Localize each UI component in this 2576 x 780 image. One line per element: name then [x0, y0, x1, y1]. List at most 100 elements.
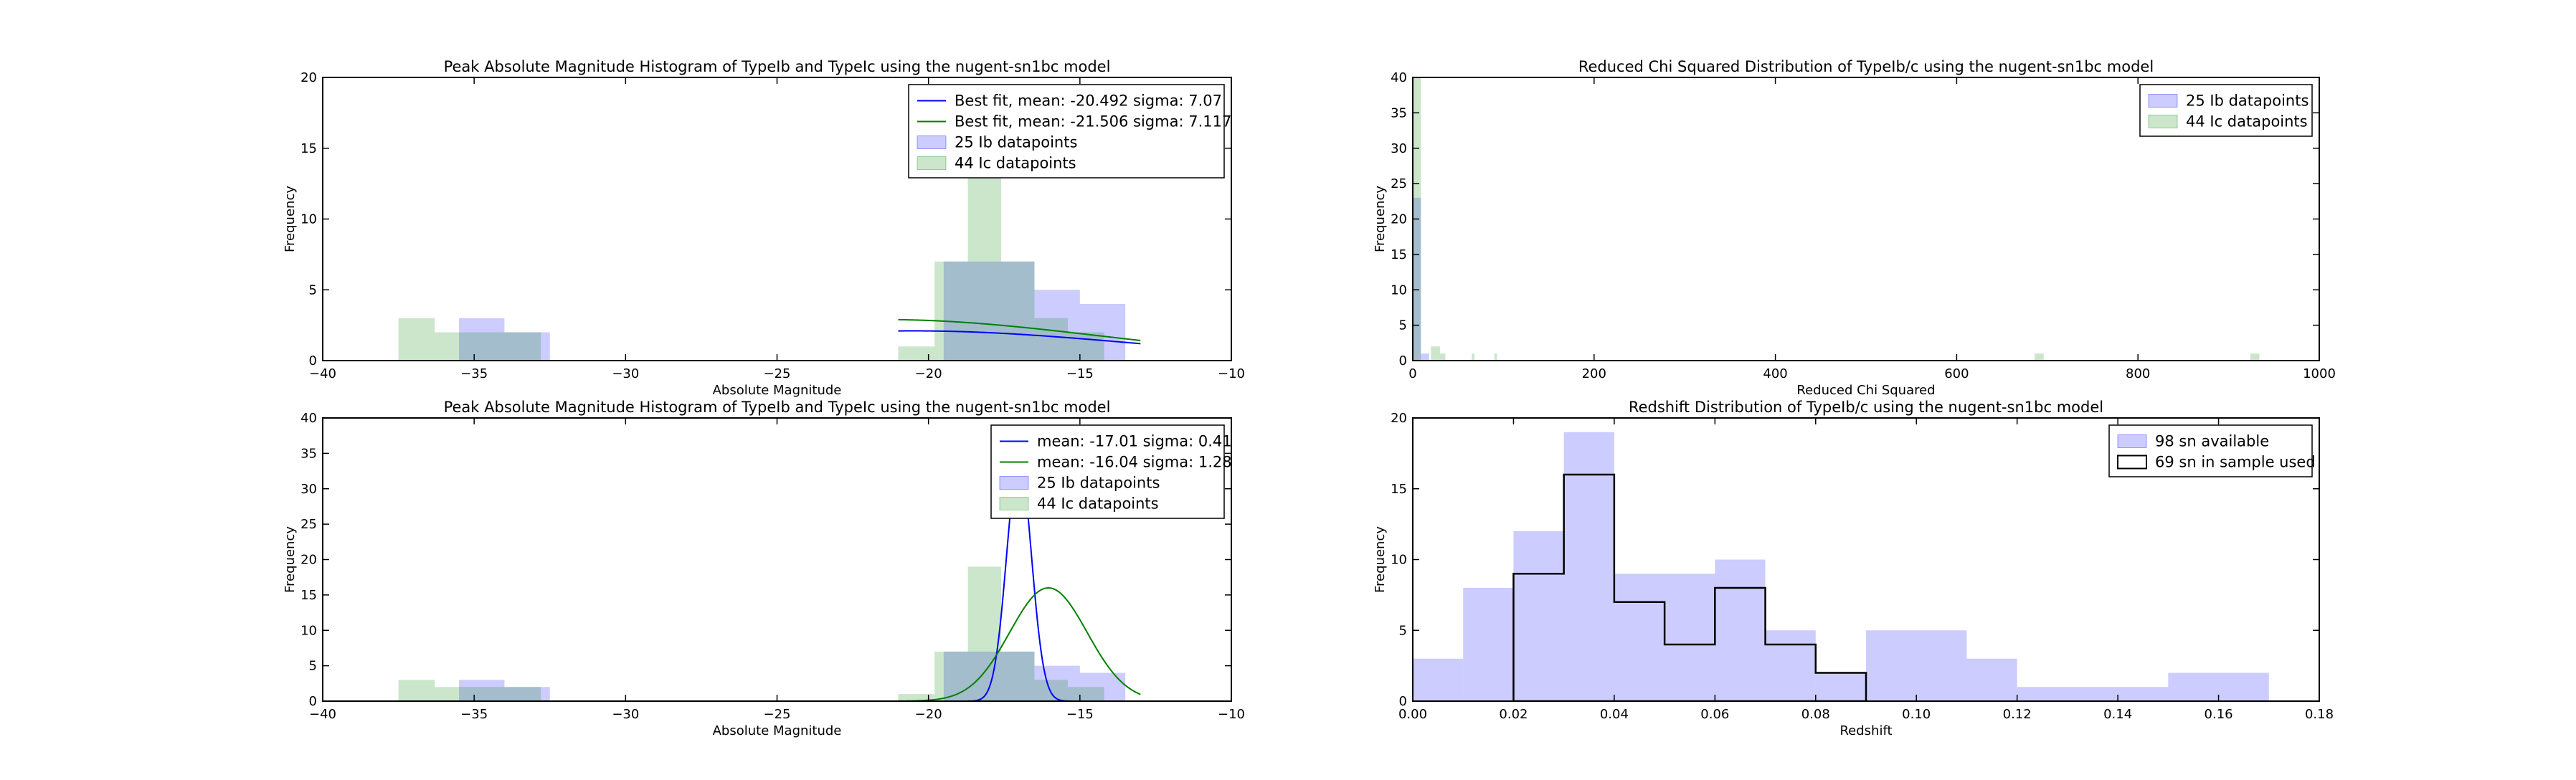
legend-entry-label: 69 sn in sample used	[2155, 454, 2316, 471]
step-histogram	[1512, 473, 1867, 701]
x-tick-label: −30	[612, 707, 639, 722]
gaussian-fit-line	[898, 586, 1141, 701]
legend-patch-swatch	[2117, 455, 2147, 470]
histogram-bar	[967, 566, 1002, 701]
y-tick-label: 15	[1391, 247, 1407, 262]
x-tick-label: 1000	[2303, 366, 2336, 381]
y-tick-label: 10	[1391, 553, 1407, 568]
x-tick-label: 400	[1763, 366, 1787, 381]
histogram-bar	[1463, 588, 1514, 701]
x-tick-label: −30	[612, 366, 639, 381]
legend-box	[990, 424, 1225, 519]
y-tick-label: 25	[1391, 176, 1407, 191]
histogram-bar	[435, 332, 468, 361]
histogram-bar	[1001, 261, 1035, 361]
x-tick-label: 200	[1582, 366, 1606, 381]
x-tick-label: −20	[915, 707, 942, 722]
legend-patch-swatch	[917, 135, 947, 149]
chart-panel-4: 0.00 0.02 0.04 0.06 0.08 0.10 0.12 0.14 0.16 0.18…	[1373, 399, 2334, 738]
x-tick-label: −25	[764, 707, 791, 722]
histogram-bar	[1765, 630, 1816, 701]
legend-entry-label: 25 Ib datapoints	[2186, 92, 2309, 110]
x-tick-label: 0.08	[1801, 707, 1830, 722]
legend: 25 Ib datapoints 44 Ic datapoints	[2139, 84, 2313, 137]
legend-patch-swatch	[999, 476, 1029, 490]
x-tick-label: 0.04	[1600, 707, 1629, 722]
histogram-bar	[1431, 346, 1440, 361]
y-axis-label: Frequency	[283, 186, 298, 252]
x-axis-label: Reduced Chi Squared	[1796, 383, 1935, 398]
x-tick-label: −15	[1066, 707, 1094, 722]
histogram-bar	[989, 651, 1035, 701]
x-tick-label: 0.16	[2205, 707, 2233, 722]
histogram-bar	[934, 651, 968, 701]
y-tick-label: 0	[1399, 694, 1407, 709]
histogram-bar	[1001, 651, 1035, 701]
legend: Best fit, mean: -20.492 sigma: 7.07 Best …	[908, 84, 1231, 179]
x-tick-label: 0.12	[2003, 707, 2032, 722]
histogram-bar	[459, 318, 505, 361]
histogram-bar	[504, 332, 541, 361]
histogram-bar	[1079, 304, 1126, 361]
y-tick-label: 5	[309, 659, 317, 674]
legend: 98 sn available 69 sn in sample used	[2108, 424, 2316, 477]
y-tick-label: 35	[300, 446, 317, 461]
y-tick-label: 20	[300, 70, 317, 85]
y-axis-label: Frequency	[1373, 186, 1388, 252]
y-tick-label: 10	[300, 212, 317, 227]
y-tick-label: 10	[1391, 282, 1407, 298]
chart-panel-3: −40 −35 −30 −25 −20 −15 −10 0 5 10 15 20 25 30 35 40 Pea…	[283, 399, 1245, 738]
legend-patch-swatch	[2117, 434, 2147, 448]
histogram-bar	[1421, 353, 1429, 361]
y-tick-label: 20	[300, 553, 317, 568]
histogram-bar	[435, 687, 468, 701]
y-tick-label: 20	[1391, 411, 1407, 426]
x-tick-label: −20	[915, 366, 942, 381]
legend-entry-label: 25 Ib datapoints	[955, 134, 1077, 151]
histogram-bar	[1067, 332, 1104, 361]
gaussian-fit-line	[898, 330, 1141, 345]
y-tick-label: 20	[1391, 212, 1407, 227]
legend-box	[2139, 84, 2313, 137]
x-tick-label: 0.10	[1902, 707, 1931, 722]
legend-entry-label: mean: -16.04 sigma: 1.28	[1037, 454, 1232, 471]
histogram-bar	[459, 680, 505, 701]
chart-title: Peak Absolute Magnitude Histogram of Typ…	[444, 58, 1111, 75]
plot-area	[1413, 77, 2260, 361]
y-tick-label: 15	[300, 588, 317, 603]
plot-area	[398, 91, 1141, 361]
x-tick-label: 600	[1944, 366, 1969, 381]
histogram-bar	[1966, 658, 2017, 701]
histogram-bar	[1439, 353, 1446, 361]
histogram-bar	[1034, 318, 1068, 361]
histogram-bar	[398, 680, 435, 701]
y-tick-label: 0	[309, 694, 317, 709]
histogram-bar	[1067, 687, 1104, 701]
x-axis-label: Absolute Magnitude	[713, 723, 842, 738]
histogram-bar	[943, 261, 990, 361]
histogram-bar	[398, 318, 435, 361]
histogram-bar	[504, 687, 541, 701]
histogram-bar	[1563, 432, 1614, 701]
y-tick-label: 30	[300, 482, 317, 497]
histogram-bar	[1815, 672, 1866, 701]
x-tick-label: 0.02	[1499, 707, 1528, 722]
plot-area	[1413, 432, 2269, 701]
x-tick-label: 0.14	[2103, 707, 2132, 722]
x-tick-label: 800	[2126, 366, 2150, 381]
chart-title: Reduced Chi Squared Distribution of Type…	[1578, 58, 2154, 75]
histogram-bar	[2035, 353, 2044, 361]
legend-patch-swatch	[2148, 94, 2178, 108]
histogram-bar	[468, 332, 505, 361]
histogram-bar	[1494, 353, 1497, 361]
histogram-bar	[1715, 559, 1766, 701]
x-axis-label: Redshift	[1839, 723, 1892, 738]
x-tick-label: 0.00	[1398, 707, 1427, 722]
x-tick-label: −35	[460, 707, 488, 722]
histogram-bar	[1413, 658, 1464, 701]
x-tick-label: −10	[1218, 707, 1245, 722]
chart-title: Peak Absolute Magnitude Histogram of Typ…	[444, 399, 1111, 416]
x-tick-label: 0.18	[2305, 707, 2334, 722]
legend: mean: -17.01 sigma: 0.41 mean: -16.04 sig…	[990, 424, 1232, 519]
